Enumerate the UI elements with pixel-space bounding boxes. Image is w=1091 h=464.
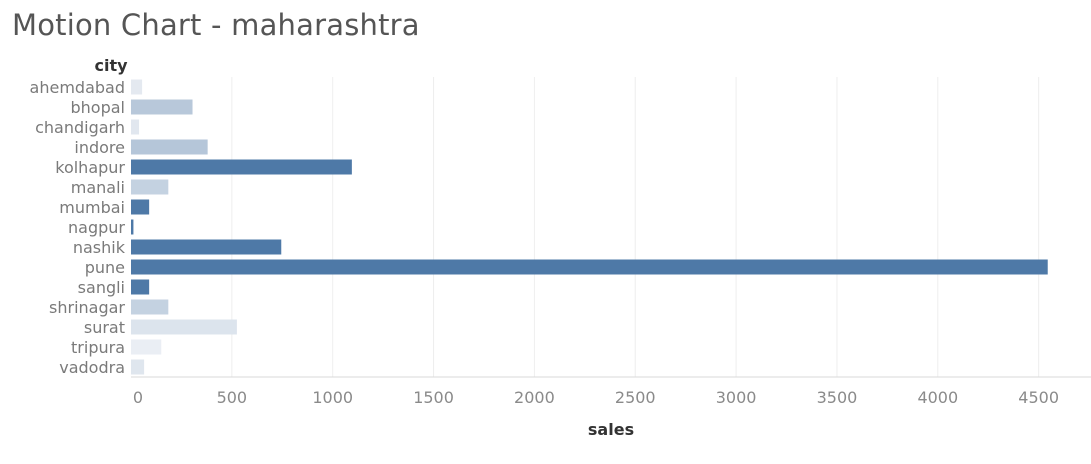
category-label-ahemdabad: ahemdabad	[30, 78, 125, 97]
chart-title: Motion Chart - maharashtra	[12, 8, 420, 42]
bar-nashik[interactable]	[131, 239, 282, 255]
bar-indore[interactable]	[131, 139, 208, 155]
category-label-shrinagar: shrinagar	[49, 298, 125, 317]
bar-bhopal[interactable]	[131, 99, 193, 115]
category-label-manali: manali	[71, 178, 125, 197]
x-tick-label: 2500	[615, 388, 656, 407]
bar-kolhapur[interactable]	[131, 159, 352, 175]
category-label-bhopal: bhopal	[71, 98, 126, 117]
category-label-tripura: tripura	[71, 338, 125, 357]
x-tick-label: 500	[217, 388, 248, 407]
bar-sangli[interactable]	[131, 279, 150, 295]
bar-vadodra[interactable]	[131, 359, 145, 375]
category-label-nagpur: nagpur	[68, 218, 125, 237]
x-tick-label: 1500	[413, 388, 454, 407]
category-labels: ahemdabadbhopalchandigarhindorekolhapurm…	[30, 78, 126, 377]
category-label-vadodra: vadodra	[59, 358, 125, 377]
x-tick-label: 3500	[817, 388, 858, 407]
x-axis-title: sales	[588, 420, 634, 439]
bar-pune[interactable]	[131, 259, 1048, 275]
bar-manali[interactable]	[131, 179, 169, 195]
bar-ahemdabad[interactable]	[131, 79, 143, 95]
gridlines	[231, 77, 1040, 377]
x-tick-label: 0	[133, 388, 143, 407]
x-tick-label: 1000	[312, 388, 353, 407]
x-tick-label: 4000	[917, 388, 958, 407]
bar-surat[interactable]	[131, 319, 237, 335]
category-label-indore: indore	[74, 138, 125, 157]
bar-shrinagar[interactable]	[131, 299, 169, 315]
category-label-mumbai: mumbai	[59, 198, 125, 217]
category-label-sangli: sangli	[78, 278, 125, 297]
category-label-chandigarh: chandigarh	[35, 118, 125, 137]
y-axis-title: city	[94, 56, 128, 75]
x-tick-label: 3000	[716, 388, 757, 407]
x-tick-label: 2000	[514, 388, 555, 407]
category-label-kolhapur: kolhapur	[55, 158, 125, 177]
category-label-nashik: nashik	[73, 238, 126, 257]
category-label-surat: surat	[84, 318, 125, 337]
bars	[131, 79, 1048, 375]
bar-nagpur[interactable]	[131, 219, 134, 235]
bar-mumbai[interactable]	[131, 199, 150, 215]
bar-chandigarh[interactable]	[131, 119, 140, 135]
category-label-pune: pune	[85, 258, 125, 277]
x-tick-labels: 0 500 1000 1500 2000 2500 3000 3500 4000 4500	[133, 388, 1059, 407]
bar-tripura[interactable]	[131, 339, 162, 355]
x-tick-label: 4500	[1018, 388, 1059, 407]
